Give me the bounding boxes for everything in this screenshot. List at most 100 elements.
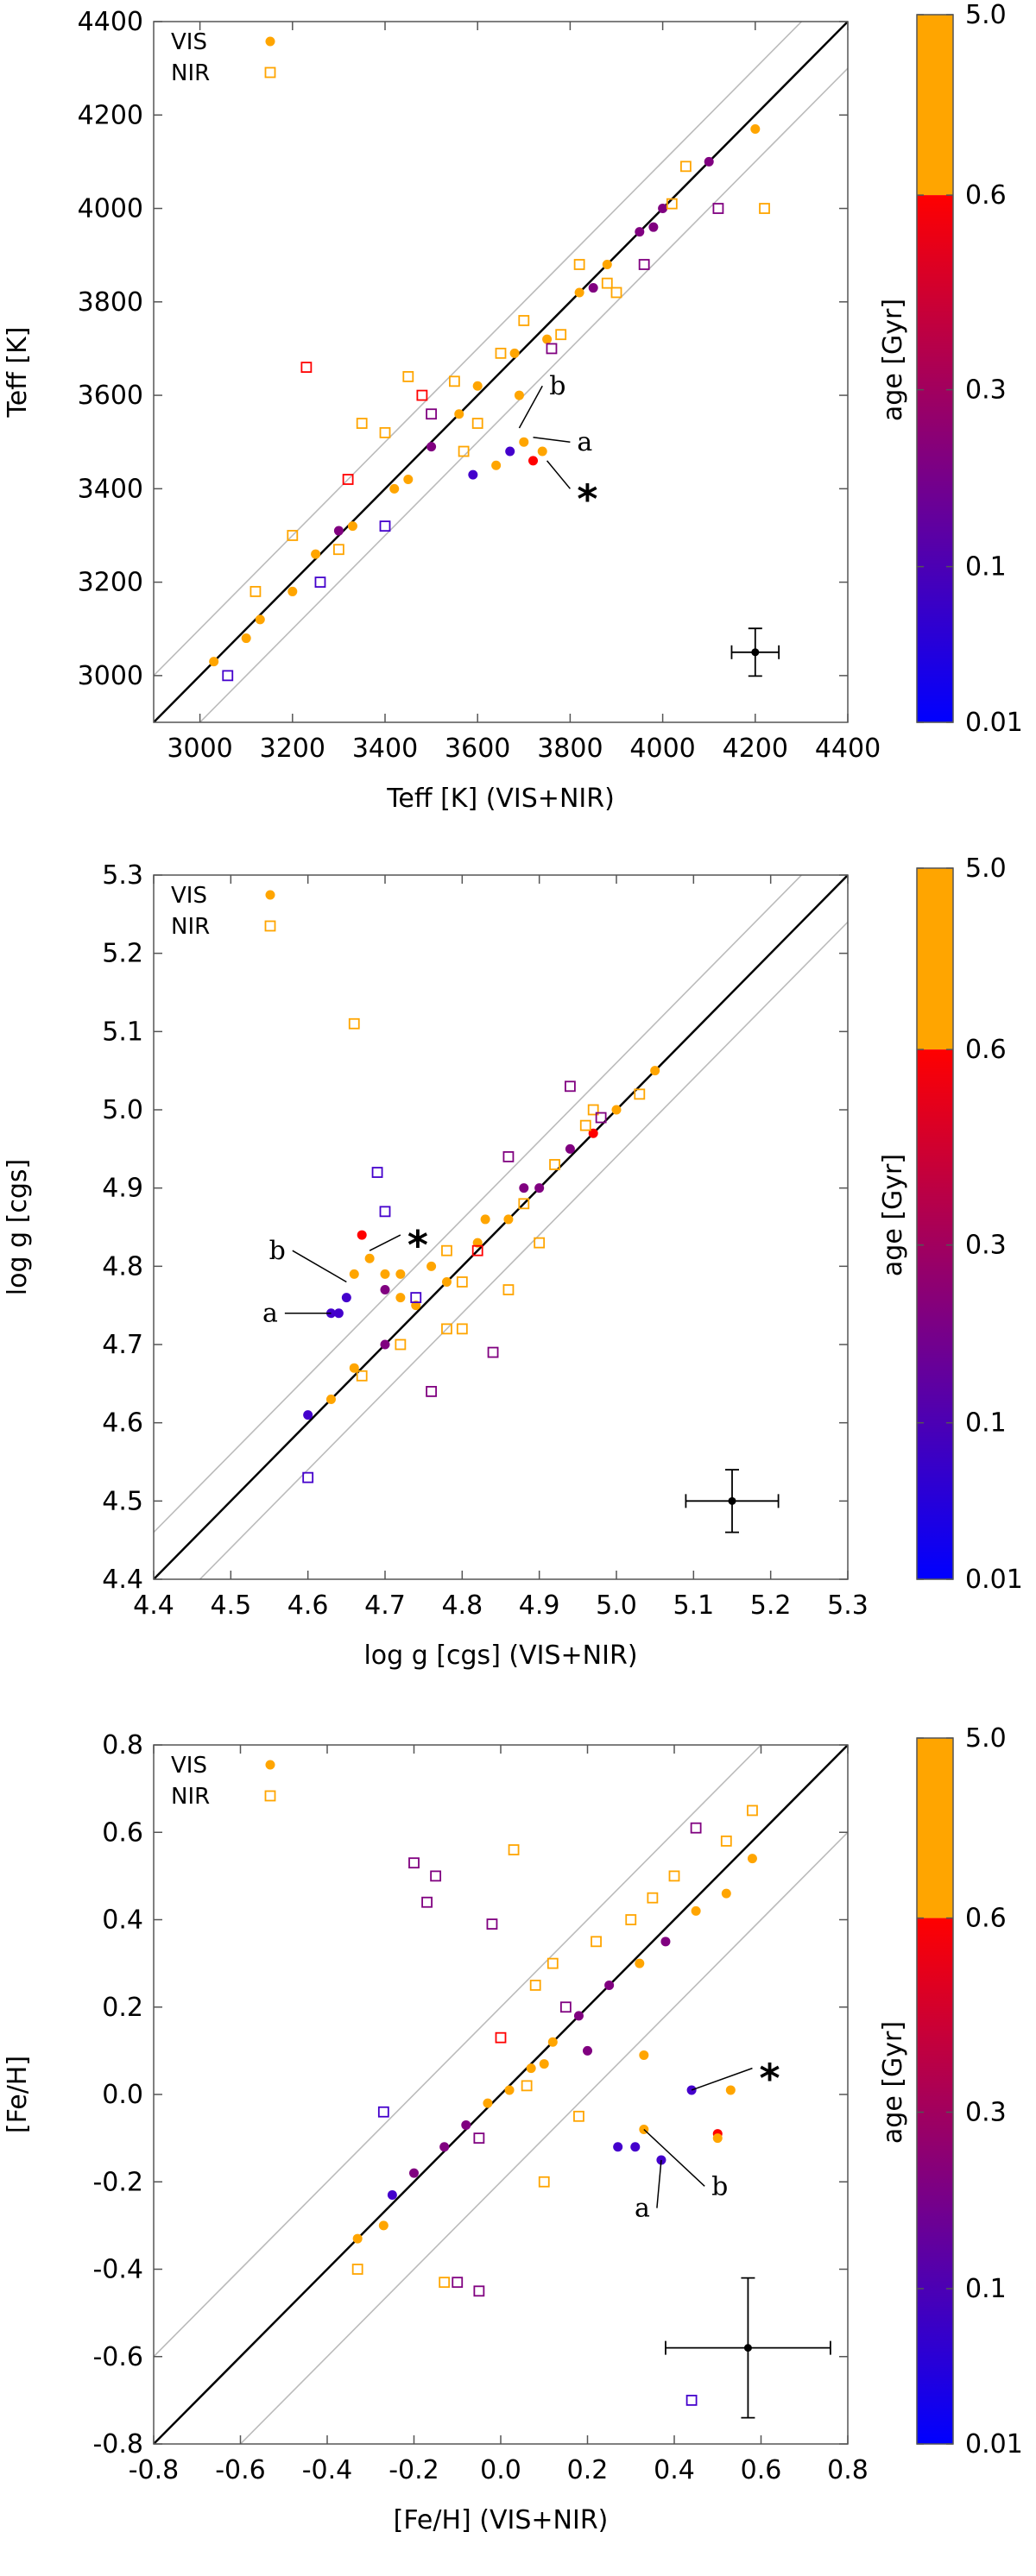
nir-point <box>666 198 678 210</box>
vis-point <box>380 1339 390 1350</box>
y-tick-label: 0.6 <box>102 1817 143 1848</box>
legend-marker-vis <box>265 36 275 47</box>
x-tick-label: 5.1 <box>673 1590 714 1621</box>
dev-line-upper <box>154 875 803 1534</box>
nir-point <box>579 1119 591 1131</box>
legend-label-nir: NIR <box>171 914 210 940</box>
nir-point <box>538 2176 550 2188</box>
legend-marker-nir <box>264 1790 276 1802</box>
annotation-a-line <box>533 437 571 443</box>
nir-point <box>559 2001 572 2013</box>
vis-point <box>395 1269 406 1279</box>
nir-point <box>638 259 650 270</box>
x-tick-label: 4.5 <box>210 1590 251 1621</box>
dev-line-lower <box>199 67 848 722</box>
y-tick-label: 4.9 <box>102 1174 143 1204</box>
nir-point <box>473 2132 485 2145</box>
colorbar-tick-label: 0.1 <box>965 2274 1007 2304</box>
nir-point <box>471 418 483 429</box>
nir-point <box>300 362 313 373</box>
x-tick-label: 4.6 <box>287 1590 329 1621</box>
nir-point <box>371 1167 383 1178</box>
colorbar-tick-label: 0.01 <box>965 708 1023 738</box>
y-axis-label: Teff [K] <box>3 327 33 419</box>
colorbar-tick-label: 0.6 <box>965 180 1007 211</box>
vis-point <box>504 2085 515 2095</box>
nir-point <box>518 315 530 326</box>
legend-label-nir: NIR <box>171 1784 210 1810</box>
colorbar-gradient <box>917 1918 953 2444</box>
one-to-one-line <box>154 875 848 1579</box>
colorbar-old-segment <box>917 1738 953 1918</box>
y-tick-label: 0.8 <box>102 1730 143 1760</box>
vis-point <box>505 446 515 457</box>
y-tick-label: 4.4 <box>102 1565 143 1595</box>
vis-point <box>439 2142 450 2152</box>
y-tick-label: 3800 <box>78 287 143 318</box>
legend-label-vis: VIS <box>171 29 207 55</box>
vis-point <box>461 2119 471 2130</box>
annotation-star-line <box>691 2067 753 2091</box>
x-tick-label: 4400 <box>815 734 881 764</box>
nir-point <box>250 586 262 597</box>
y-tick-label: 4.6 <box>102 1408 143 1439</box>
x-tick-label: 4000 <box>629 734 695 764</box>
vis-point <box>721 1888 731 1899</box>
nir-point <box>439 2277 451 2289</box>
x-tick-label: -0.2 <box>388 2455 439 2485</box>
plot-area <box>154 1745 848 2444</box>
vis-point <box>409 2168 419 2178</box>
annotation-a: a <box>262 1299 278 1329</box>
y-tick-label: 4000 <box>78 194 143 224</box>
y-tick-label: 4400 <box>78 7 143 37</box>
nir-point <box>529 1980 541 1991</box>
nir-point <box>456 1276 468 1288</box>
colorbar-label: age [Gyr] <box>878 299 908 421</box>
legend-marker-nir <box>264 920 276 932</box>
plot-area <box>154 22 848 722</box>
nir-point <box>518 1198 530 1210</box>
panels: ab*3000 3200 3400 3600 3800 4000 4200 440030003… <box>3 0 1023 2535</box>
nir-point <box>546 1957 559 1969</box>
error-bar-center <box>728 1496 736 1505</box>
vis-point <box>650 1066 660 1076</box>
nir-point <box>573 259 585 270</box>
colorbar-tick-label: 5.0 <box>965 1723 1007 1754</box>
legend-label-nir: NIR <box>171 60 210 86</box>
plot-frame <box>153 21 849 723</box>
y-tick-label: -0.8 <box>92 2429 143 2459</box>
panel-1: ab * 3000 3200 3400 3600 3800 4000 4200 4400 3000 3… <box>3 0 1023 814</box>
vis-point <box>387 2189 397 2200</box>
annotation-a-line <box>656 2159 662 2208</box>
x-tick-label: 3200 <box>260 734 325 764</box>
annotation-b: b <box>269 1236 286 1266</box>
x-tick-label: 4200 <box>723 734 788 764</box>
panel-2: a b * 4.4 4.5 4.6 4.7 4.8 4.9 5.0 5.1 5.2 5.3 4.4 4.5 4… <box>3 853 1023 1671</box>
annotation-a: a <box>577 427 592 457</box>
nir-point <box>430 1870 442 1882</box>
nir-point <box>421 1896 433 1908</box>
vis-point <box>604 1980 615 1990</box>
vis-point <box>583 2045 592 2056</box>
x-tick-label: -0.4 <box>302 2455 353 2485</box>
annotation-star-line <box>369 1234 401 1251</box>
nir-point <box>348 1017 360 1030</box>
nir-point <box>356 418 368 429</box>
colorbar-frame <box>916 1737 954 2445</box>
nir-point <box>565 1080 576 1093</box>
legend-marker-vis <box>265 890 275 900</box>
dev-line-upper <box>154 1745 762 2358</box>
annotation-b: b <box>711 2171 728 2201</box>
nir-point <box>610 287 622 299</box>
vis-point <box>573 2011 584 2021</box>
vis-point <box>658 204 668 214</box>
nir-point <box>634 1088 646 1100</box>
colorbar-old-segment <box>917 868 953 1050</box>
y-tick-label: 5.1 <box>102 1017 143 1047</box>
vis-point <box>472 381 483 391</box>
nir-point <box>473 2285 485 2297</box>
nir-point <box>314 576 326 588</box>
colorbar: 0.01 0.1 0.3 0.6 5.0 age [Gyr] <box>878 853 1023 1595</box>
vis-point <box>630 2142 641 2152</box>
